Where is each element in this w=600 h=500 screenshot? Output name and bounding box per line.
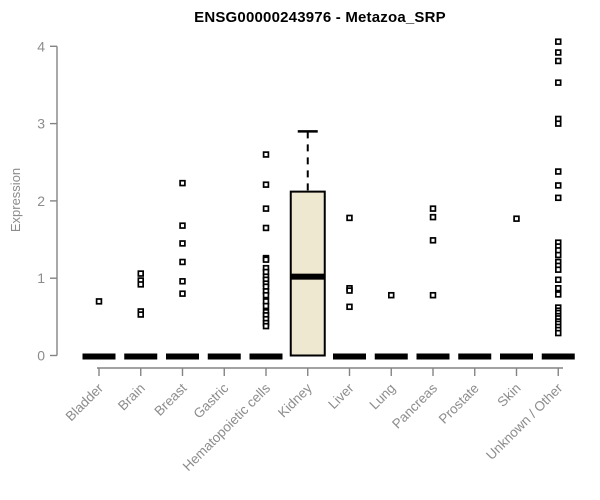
median-bar: [207, 353, 241, 360]
data-point: [429, 237, 437, 244]
data-point: [179, 222, 186, 229]
data-point: [137, 311, 145, 318]
data-point: [179, 179, 186, 187]
data-point: [346, 287, 353, 294]
data-point: [179, 290, 186, 297]
x-tick-label: Gastric: [191, 380, 232, 421]
median-bar: [166, 353, 199, 360]
y-tick-label: 4: [37, 38, 45, 54]
data-point: [554, 57, 562, 65]
data-point: [513, 215, 520, 222]
y-tick-label: 2: [37, 193, 45, 209]
data-point: [388, 291, 395, 299]
data-point: [429, 291, 437, 299]
boxplot-median-line: [290, 273, 325, 280]
data-point: [262, 322, 270, 330]
data-point: [429, 205, 437, 212]
data-point: [554, 276, 562, 283]
y-tick-label: 1: [37, 270, 45, 286]
data-point: [179, 240, 186, 247]
data-point: [554, 168, 562, 175]
y-axis-label: Expression: [8, 167, 23, 233]
data-point: [554, 266, 562, 273]
median-bar: [541, 353, 575, 360]
median-bar: [458, 353, 492, 360]
data-point: [262, 181, 270, 188]
x-tick-label: Kidney: [275, 380, 315, 420]
data-point: [346, 303, 353, 311]
x-tick-label: Liver: [325, 380, 357, 412]
y-tick-label: 3: [37, 116, 45, 132]
x-tick-label: Skin: [494, 381, 523, 410]
data-point: [554, 49, 562, 56]
data-point: [554, 194, 562, 202]
data-point: [554, 38, 562, 45]
x-tick-label: Pancreas: [389, 380, 440, 431]
x-tick-label: Bladder: [63, 380, 107, 424]
data-point: [346, 214, 353, 222]
data-point: [179, 258, 186, 266]
median-bar: [416, 353, 450, 360]
data-point: [429, 213, 437, 221]
boxplot-box: [289, 190, 326, 357]
median-bar: [249, 353, 283, 360]
chart-title: ENSG00000243976 - Metazoa_SRP: [194, 9, 446, 26]
median-bar: [333, 353, 366, 360]
data-point: [554, 251, 562, 259]
data-point: [554, 284, 562, 292]
x-tick-label: Breast: [151, 380, 189, 418]
data-point: [554, 120, 562, 127]
median-bar: [500, 353, 533, 360]
data-point: [554, 182, 562, 189]
data-point: [179, 278, 186, 285]
data-point: [554, 329, 562, 337]
data-point: [262, 205, 270, 212]
data-point: [137, 270, 145, 277]
x-tick-label: Unknown / Other: [483, 380, 566, 463]
data-point: [137, 281, 145, 288]
median-bar: [82, 353, 116, 360]
data-point: [554, 291, 562, 298]
x-tick-label: Brain: [115, 381, 148, 414]
data-point: [262, 224, 270, 232]
y-tick-label: 0: [37, 348, 45, 364]
data-point: [262, 291, 270, 299]
data-point: [262, 256, 270, 263]
median-bar: [124, 353, 158, 360]
data-point: [554, 79, 562, 86]
data-point: [95, 298, 103, 305]
median-bar: [374, 353, 408, 360]
data-point: [262, 151, 270, 158]
x-tick-label: Lung: [367, 381, 399, 413]
data-point: [262, 302, 270, 310]
x-tick-label: Prostate: [436, 381, 482, 427]
